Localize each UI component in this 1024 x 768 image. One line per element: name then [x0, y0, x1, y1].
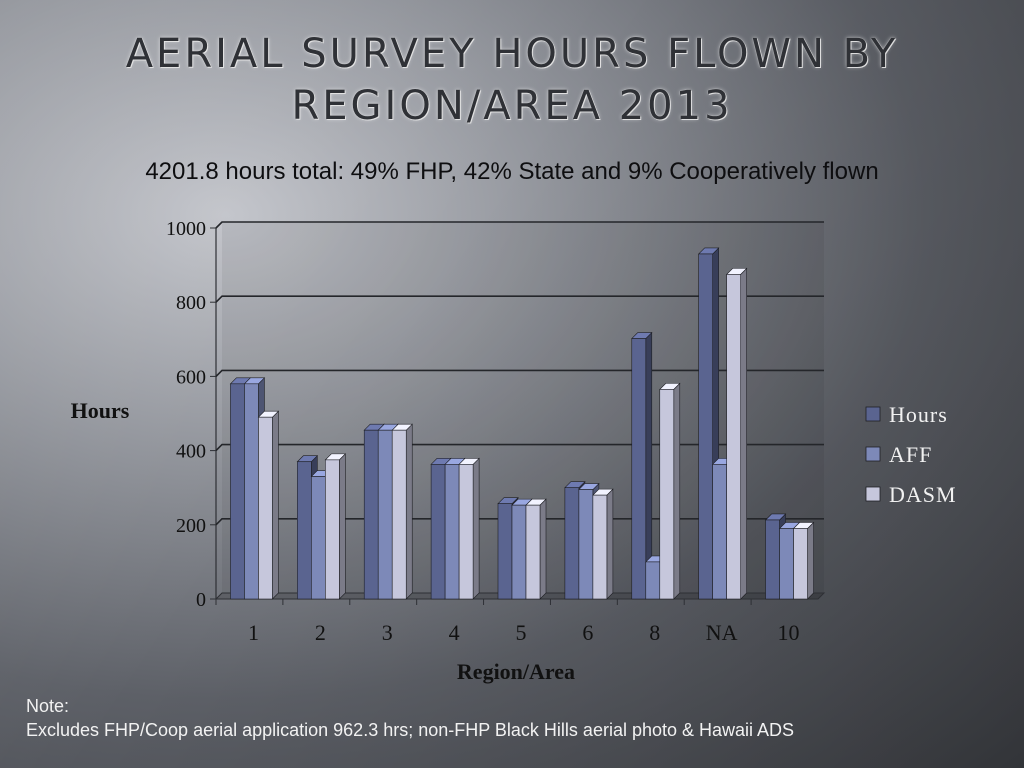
- bar-front: [511, 504, 527, 600]
- note-label: Note:: [26, 696, 70, 716]
- x-tick-label: 10: [778, 620, 800, 645]
- gridline: [215, 369, 824, 377]
- legend-label: DASM: [889, 482, 957, 507]
- bar-front: [765, 519, 780, 600]
- bar-side: [673, 382, 681, 600]
- legend-item-aff: AFF: [865, 442, 932, 467]
- bar-front: [258, 416, 273, 600]
- y-tick-label: 0: [196, 589, 206, 611]
- y-tick-label: 600: [176, 366, 206, 388]
- bar-front: [578, 489, 594, 600]
- x-axis-label: Region/Area: [457, 659, 575, 684]
- bar-front: [297, 461, 312, 600]
- note-text: Excludes FHP/Coop aerial application 962…: [26, 720, 795, 740]
- x-tick-label: 8: [649, 620, 660, 645]
- bar-side: [807, 521, 814, 600]
- bar-front: [698, 253, 713, 600]
- bar-front: [726, 274, 741, 600]
- x-tick-label: 2: [315, 620, 326, 645]
- x-tick-label: 1: [248, 620, 259, 645]
- footnote: Note: Excludes FHP/Coop aerial applicati…: [26, 694, 794, 742]
- bar-side: [472, 457, 480, 600]
- gridline: [215, 295, 824, 303]
- bar-dasm-na: [725, 267, 748, 600]
- slide-title: AERIAL SURVEY HOURS FLOWN BY REGION/AREA…: [60, 28, 964, 132]
- bar-dasm-1: [257, 410, 280, 600]
- bar-dasm-6: [592, 488, 614, 600]
- x-axis-ticks: 1 2 3 4 5 6 8 NA 10: [215, 599, 800, 645]
- y-tick-label: 200: [176, 515, 206, 537]
- bar-side: [405, 423, 413, 600]
- bar-front: [712, 464, 727, 600]
- legend-swatch: [865, 406, 881, 422]
- bar-front: [230, 383, 245, 600]
- bar-dasm-2: [324, 453, 347, 600]
- y-tick-label: 1000: [166, 218, 206, 240]
- legend-label: AFF: [889, 442, 932, 467]
- x-tick-label: 5: [516, 620, 527, 645]
- y-axis-ticks: 0 200 400 600 800 1000: [166, 218, 216, 611]
- bar-front: [377, 429, 393, 600]
- gridline: [215, 221, 824, 229]
- gridline: [215, 443, 824, 452]
- bar-front: [444, 464, 460, 600]
- slide-subtitle: 4201.8 hours total: 49% FHP, 42% State a…: [145, 158, 879, 185]
- legend-item-hours: Hours: [865, 402, 948, 427]
- bar-front: [793, 528, 808, 600]
- bar-front: [779, 528, 794, 600]
- title-line-1: AERIAL SURVEY HOURS FLOWN BY: [125, 31, 899, 77]
- y-tick-label: 400: [176, 441, 206, 463]
- bar-front: [325, 459, 340, 600]
- chart-bars: [229, 247, 815, 600]
- bar-dasm-8: [659, 382, 681, 600]
- y-tick-label: 800: [176, 292, 206, 314]
- bar-side: [740, 267, 747, 600]
- bar-side: [272, 410, 279, 600]
- bar-front: [525, 504, 541, 600]
- chart-legend: Hours AFF DASM: [865, 402, 957, 507]
- bar-side: [339, 453, 346, 600]
- bar-front: [659, 389, 675, 600]
- x-tick-label: 3: [382, 620, 393, 645]
- bar-front: [497, 503, 513, 600]
- x-tick-label: NA: [706, 620, 738, 645]
- bar-dasm-10: [792, 521, 815, 600]
- bar-hours-8: [631, 331, 653, 600]
- bar-front: [244, 383, 259, 600]
- bar-front: [592, 494, 608, 600]
- y-axis-label: Hours: [71, 398, 130, 423]
- bar-front: [458, 464, 474, 600]
- bar-front: [564, 487, 580, 600]
- bar-side: [539, 498, 547, 600]
- title-line-2: REGION/AREA 2013: [291, 83, 733, 129]
- bar-dasm-5: [525, 498, 547, 600]
- bar-front: [363, 429, 379, 600]
- x-tick-label: 4: [449, 620, 460, 645]
- gridline: [215, 517, 824, 526]
- bar-dasm-4: [458, 457, 480, 600]
- legend-swatch: [865, 446, 881, 462]
- bar-front: [311, 476, 326, 600]
- legend-swatch: [865, 486, 881, 502]
- bar-front: [430, 464, 446, 600]
- chart-gridlines: [215, 221, 824, 526]
- legend-label: Hours: [889, 402, 948, 427]
- bar-front: [631, 338, 647, 600]
- bar-front: [645, 561, 661, 600]
- x-tick-label: 6: [582, 620, 593, 645]
- bar-side: [606, 488, 614, 600]
- legend-item-dasm: DASM: [865, 482, 957, 507]
- bar-front: [391, 429, 407, 600]
- bar-dasm-3: [391, 423, 413, 600]
